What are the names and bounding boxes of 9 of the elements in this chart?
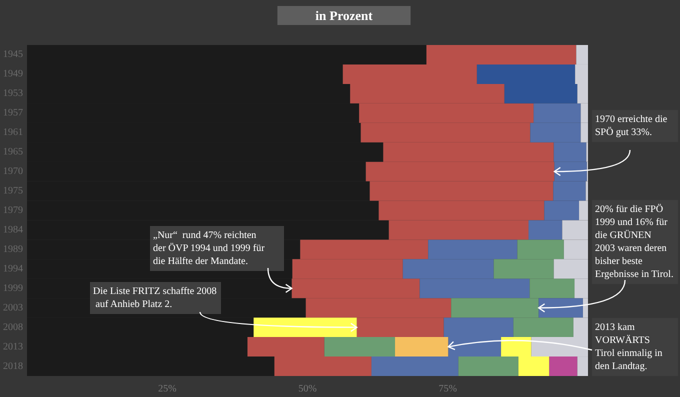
chart-title: in Prozent (315, 8, 374, 23)
x-tick-label: 75% (438, 384, 457, 394)
annotation: 20% für die FPÖ 1999 und 16% für die GRÜNEN 2003 waren deren bisher beste Ergebnisse in Tirol. (595, 203, 674, 280)
annotation: 2013 kam VORWÄRTS Tirol einmalig in den Landtag. (595, 322, 665, 372)
x-tick-label: 50% (298, 384, 317, 394)
annotation: 1970 erreichte die SPÖ gut 33%. (595, 114, 670, 138)
annotation: Die Liste FRITZ schaffte 2008 auf Anhieb Platz 2. (93, 286, 217, 310)
annotation: „Nur“ rund 47% reichten der ÖVP 1994 und 1999 für die Hälfte der Mandate. (153, 230, 268, 267)
x-tick-label: 25% (158, 384, 176, 394)
